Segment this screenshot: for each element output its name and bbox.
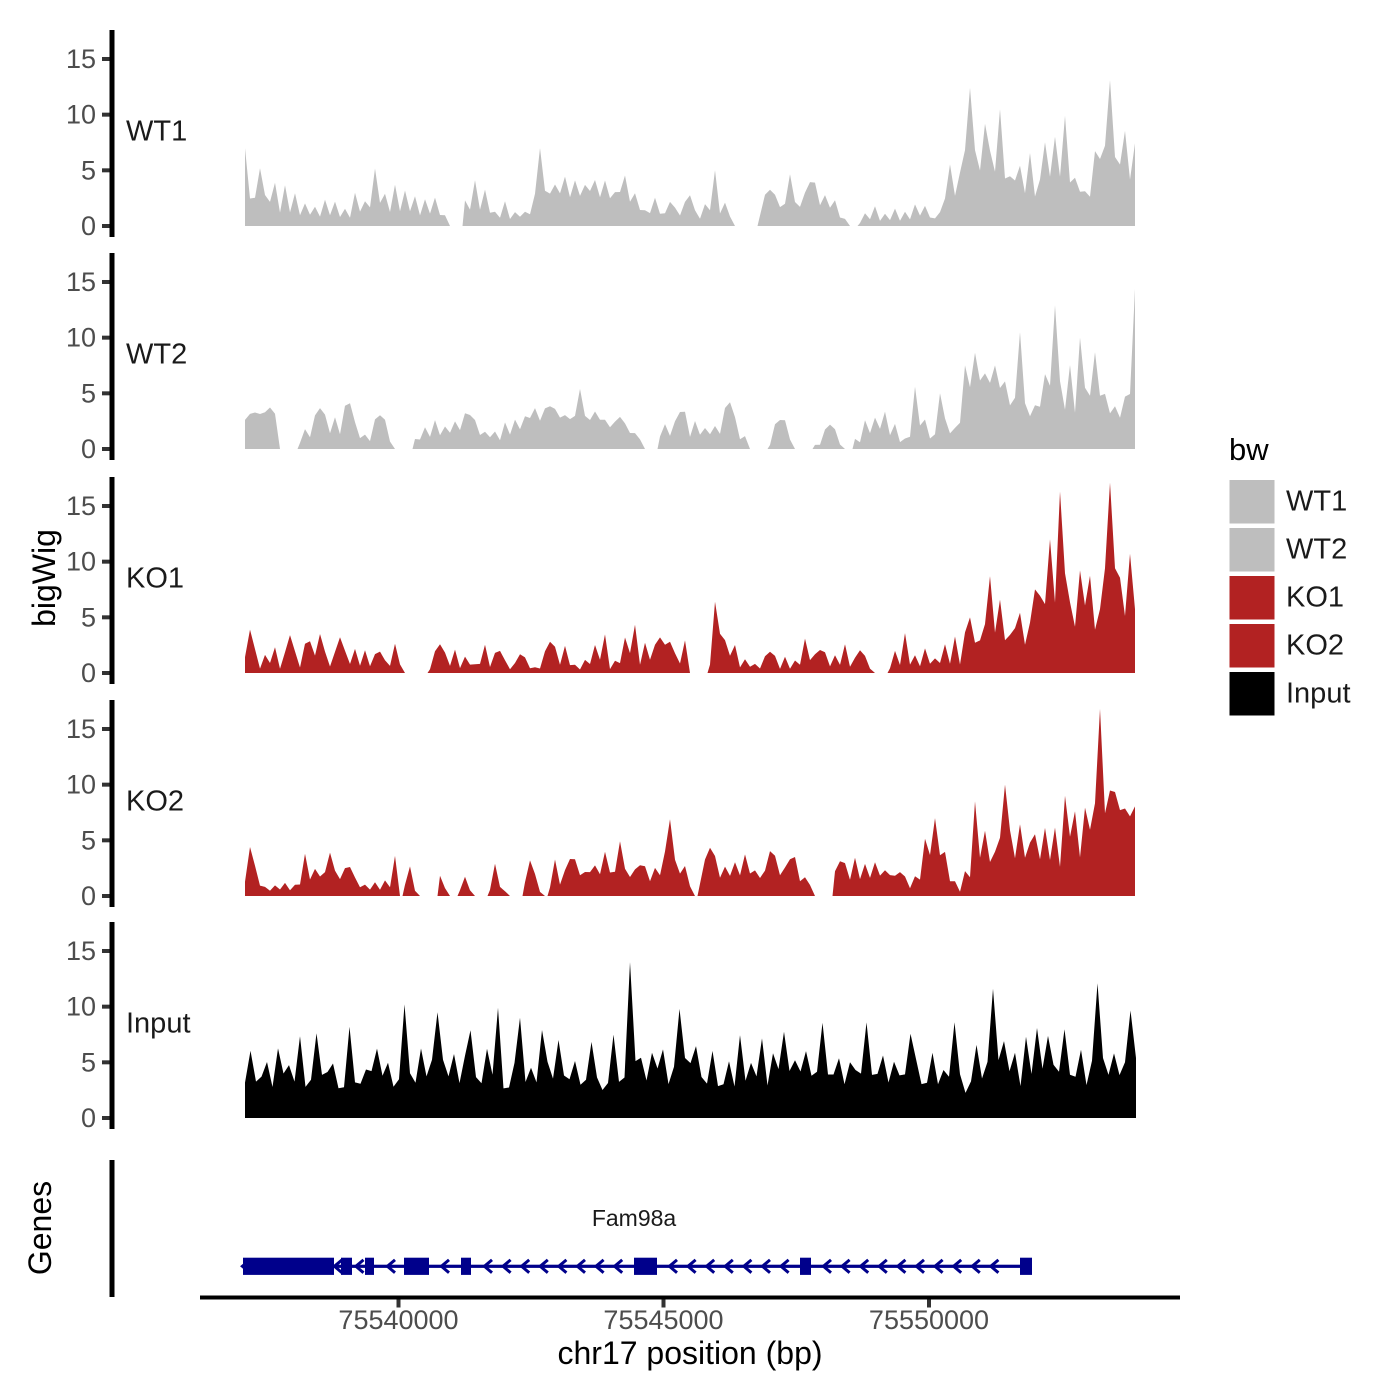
- svg-text:15: 15: [66, 714, 96, 744]
- svg-text:KO2: KO2: [1286, 630, 1344, 662]
- svg-text:15: 15: [66, 44, 96, 74]
- svg-text:WT2: WT2: [126, 339, 187, 371]
- svg-text:10: 10: [66, 323, 96, 353]
- svg-text:5: 5: [81, 1047, 96, 1077]
- svg-text:Genes: Genes: [22, 1181, 58, 1275]
- svg-text:WT1: WT1: [1286, 486, 1347, 518]
- svg-text:15: 15: [66, 491, 96, 521]
- svg-text:0: 0: [81, 658, 96, 688]
- svg-text:bigWig: bigWig: [26, 529, 62, 627]
- svg-text:chr17 position (bp): chr17 position (bp): [557, 1335, 822, 1371]
- svg-text:Fam98a: Fam98a: [592, 1205, 677, 1231]
- svg-text:WT2: WT2: [1286, 534, 1347, 566]
- svg-text:bw: bw: [1229, 432, 1269, 467]
- svg-text:5: 5: [81, 155, 96, 185]
- svg-text:KO1: KO1: [126, 563, 184, 595]
- svg-text:0: 0: [81, 881, 96, 911]
- svg-text:KO1: KO1: [1286, 582, 1344, 614]
- svg-text:15: 15: [66, 267, 96, 297]
- svg-text:75540000: 75540000: [338, 1305, 458, 1335]
- svg-text:0: 0: [81, 1103, 96, 1133]
- svg-text:10: 10: [66, 547, 96, 577]
- svg-text:Input: Input: [126, 1008, 191, 1040]
- svg-text:75545000: 75545000: [603, 1305, 723, 1335]
- svg-text:15: 15: [66, 936, 96, 966]
- svg-text:5: 5: [81, 602, 96, 632]
- svg-text:10: 10: [66, 992, 96, 1022]
- svg-text:5: 5: [81, 378, 96, 408]
- svg-text:KO2: KO2: [126, 786, 184, 818]
- svg-text:WT1: WT1: [126, 116, 187, 148]
- svg-text:5: 5: [81, 825, 96, 855]
- svg-text:0: 0: [81, 211, 96, 241]
- svg-text:0: 0: [81, 434, 96, 464]
- svg-text:10: 10: [66, 100, 96, 130]
- svg-text:10: 10: [66, 770, 96, 800]
- svg-text:75550000: 75550000: [869, 1305, 989, 1335]
- svg-text:Input: Input: [1286, 678, 1351, 710]
